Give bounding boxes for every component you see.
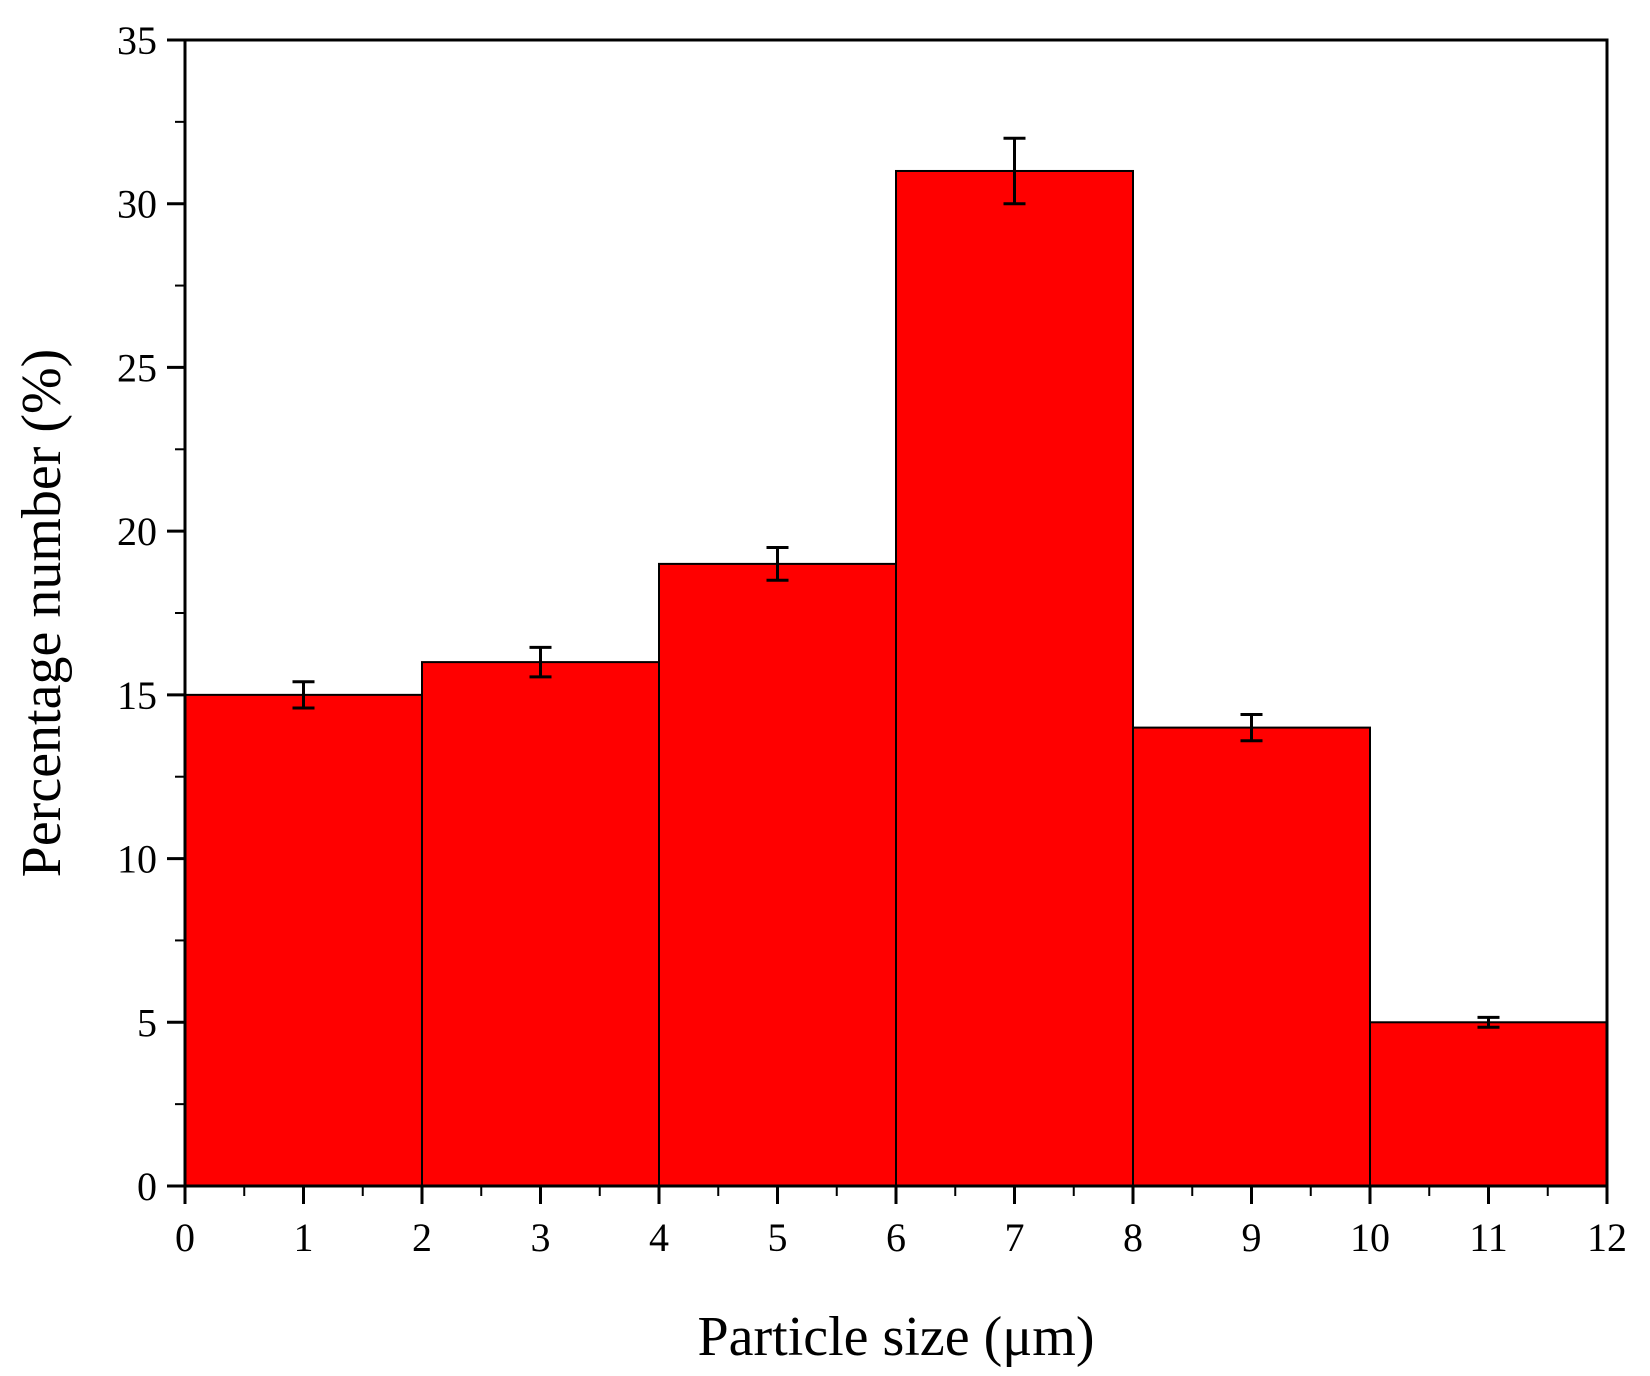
x-tick-label: 2 bbox=[412, 1215, 432, 1260]
error-bar bbox=[529, 645, 552, 679]
x-tick-label: 5 bbox=[768, 1215, 788, 1260]
histogram-bar bbox=[1132, 726, 1371, 1187]
error-bar bbox=[292, 680, 315, 710]
x-tick-label: 8 bbox=[1123, 1215, 1143, 1260]
error-bar bbox=[1477, 1015, 1500, 1029]
x-tick-label: 7 bbox=[1005, 1215, 1025, 1260]
error-bar bbox=[1003, 136, 1026, 206]
x-tick-label: 6 bbox=[886, 1215, 906, 1260]
bars-layer bbox=[184, 169, 1608, 1187]
x-tick-label: 4 bbox=[649, 1215, 669, 1260]
error-bar bbox=[1240, 713, 1263, 743]
x-tick-label: 11 bbox=[1469, 1215, 1508, 1260]
y-tick-label: 25 bbox=[117, 345, 157, 390]
histogram-bar bbox=[421, 661, 660, 1187]
y-tick-label: 5 bbox=[137, 1000, 157, 1045]
y-tick-label: 35 bbox=[117, 18, 157, 63]
x-axis-title: Particle size (μm) bbox=[698, 1306, 1095, 1368]
x-tick-label: 1 bbox=[294, 1215, 314, 1260]
error-bars-layer bbox=[292, 136, 1500, 1029]
y-tick-label: 0 bbox=[137, 1164, 157, 1209]
histogram-bar bbox=[895, 169, 1134, 1187]
y-axis-title: Percentage number (%) bbox=[11, 349, 73, 878]
histogram-bar bbox=[184, 693, 423, 1187]
y-tick-label: 30 bbox=[117, 182, 157, 227]
x-tick-label: 12 bbox=[1587, 1215, 1627, 1260]
y-tick-label: 15 bbox=[117, 673, 157, 718]
histogram-bar bbox=[658, 562, 897, 1187]
error-bar bbox=[766, 546, 789, 582]
x-tick-label: 10 bbox=[1350, 1215, 1390, 1260]
x-tick-label: 0 bbox=[175, 1215, 195, 1260]
y-tick-label: 20 bbox=[117, 509, 157, 554]
x-axis-ticks: 0 1 2 3 4 5 6 7 8 9 10 11 12 bbox=[175, 1186, 1627, 1260]
histogram-bar bbox=[1369, 1021, 1608, 1187]
y-axis-ticks: 0 5 10 15 20 25 30 35 bbox=[117, 18, 185, 1209]
x-tick-label: 3 bbox=[531, 1215, 551, 1260]
y-tick-label: 10 bbox=[117, 837, 157, 882]
x-tick-label: 9 bbox=[1242, 1215, 1262, 1260]
